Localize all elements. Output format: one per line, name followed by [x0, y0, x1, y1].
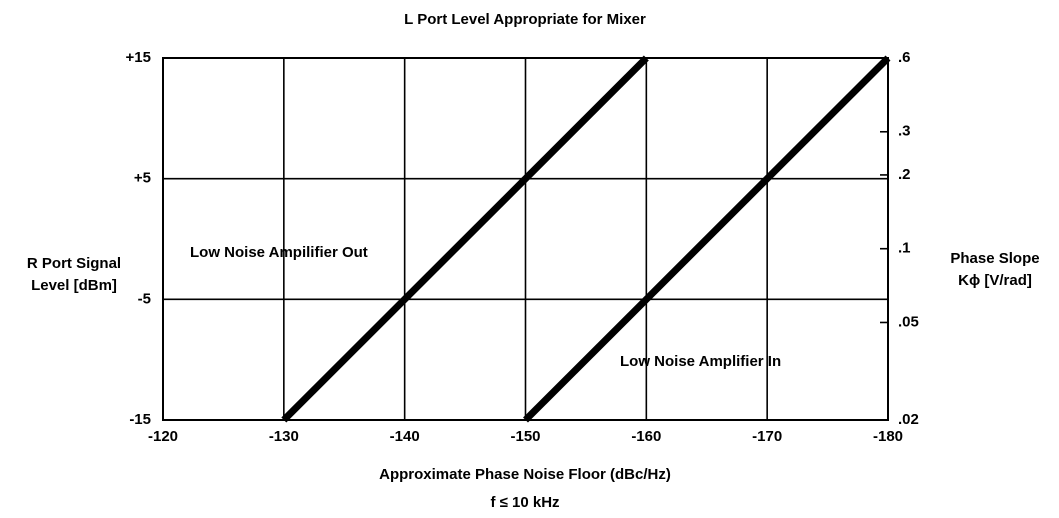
y2-tick-label: .6: [898, 49, 911, 66]
series-label: Low Noise Ampilifier Out: [190, 244, 368, 261]
note: f ≤ 10 kHz: [490, 494, 559, 511]
series-line: [523, 55, 891, 423]
y-axis-label: R Port Signal: [27, 255, 121, 272]
series-label: Low Noise Amplifier In: [620, 353, 781, 370]
x-axis-label: Approximate Phase Noise Floor (dBc/Hz): [379, 466, 671, 483]
chart-title: L Port Level Appropriate for Mixer: [404, 11, 646, 28]
y2-tick-label: .02: [898, 411, 919, 428]
y2-tick-label: .05: [898, 313, 919, 330]
y2-tick-label: .1: [898, 240, 911, 257]
x-tick-label: -150: [510, 428, 540, 445]
y2-axis-label: Kϕ [V/rad]: [958, 272, 1032, 289]
y-tick-label: -15: [129, 411, 151, 428]
x-tick-label: -180: [873, 428, 903, 445]
y2-tick-label: .3: [898, 123, 911, 140]
y2-axis-label: Phase Slope: [950, 250, 1039, 267]
series-line: [281, 55, 649, 423]
y-tick-label: -5: [138, 290, 151, 307]
x-tick-label: -160: [631, 428, 661, 445]
x-tick-label: -170: [752, 428, 782, 445]
y-tick-label: +5: [134, 170, 151, 187]
y-tick-label: +15: [126, 49, 151, 66]
y-axis-label: Level [dBm]: [31, 277, 117, 294]
x-tick-label: -140: [390, 428, 420, 445]
y2-tick-label: .2: [898, 166, 911, 183]
x-tick-label: -130: [269, 428, 299, 445]
x-tick-label: -120: [148, 428, 178, 445]
